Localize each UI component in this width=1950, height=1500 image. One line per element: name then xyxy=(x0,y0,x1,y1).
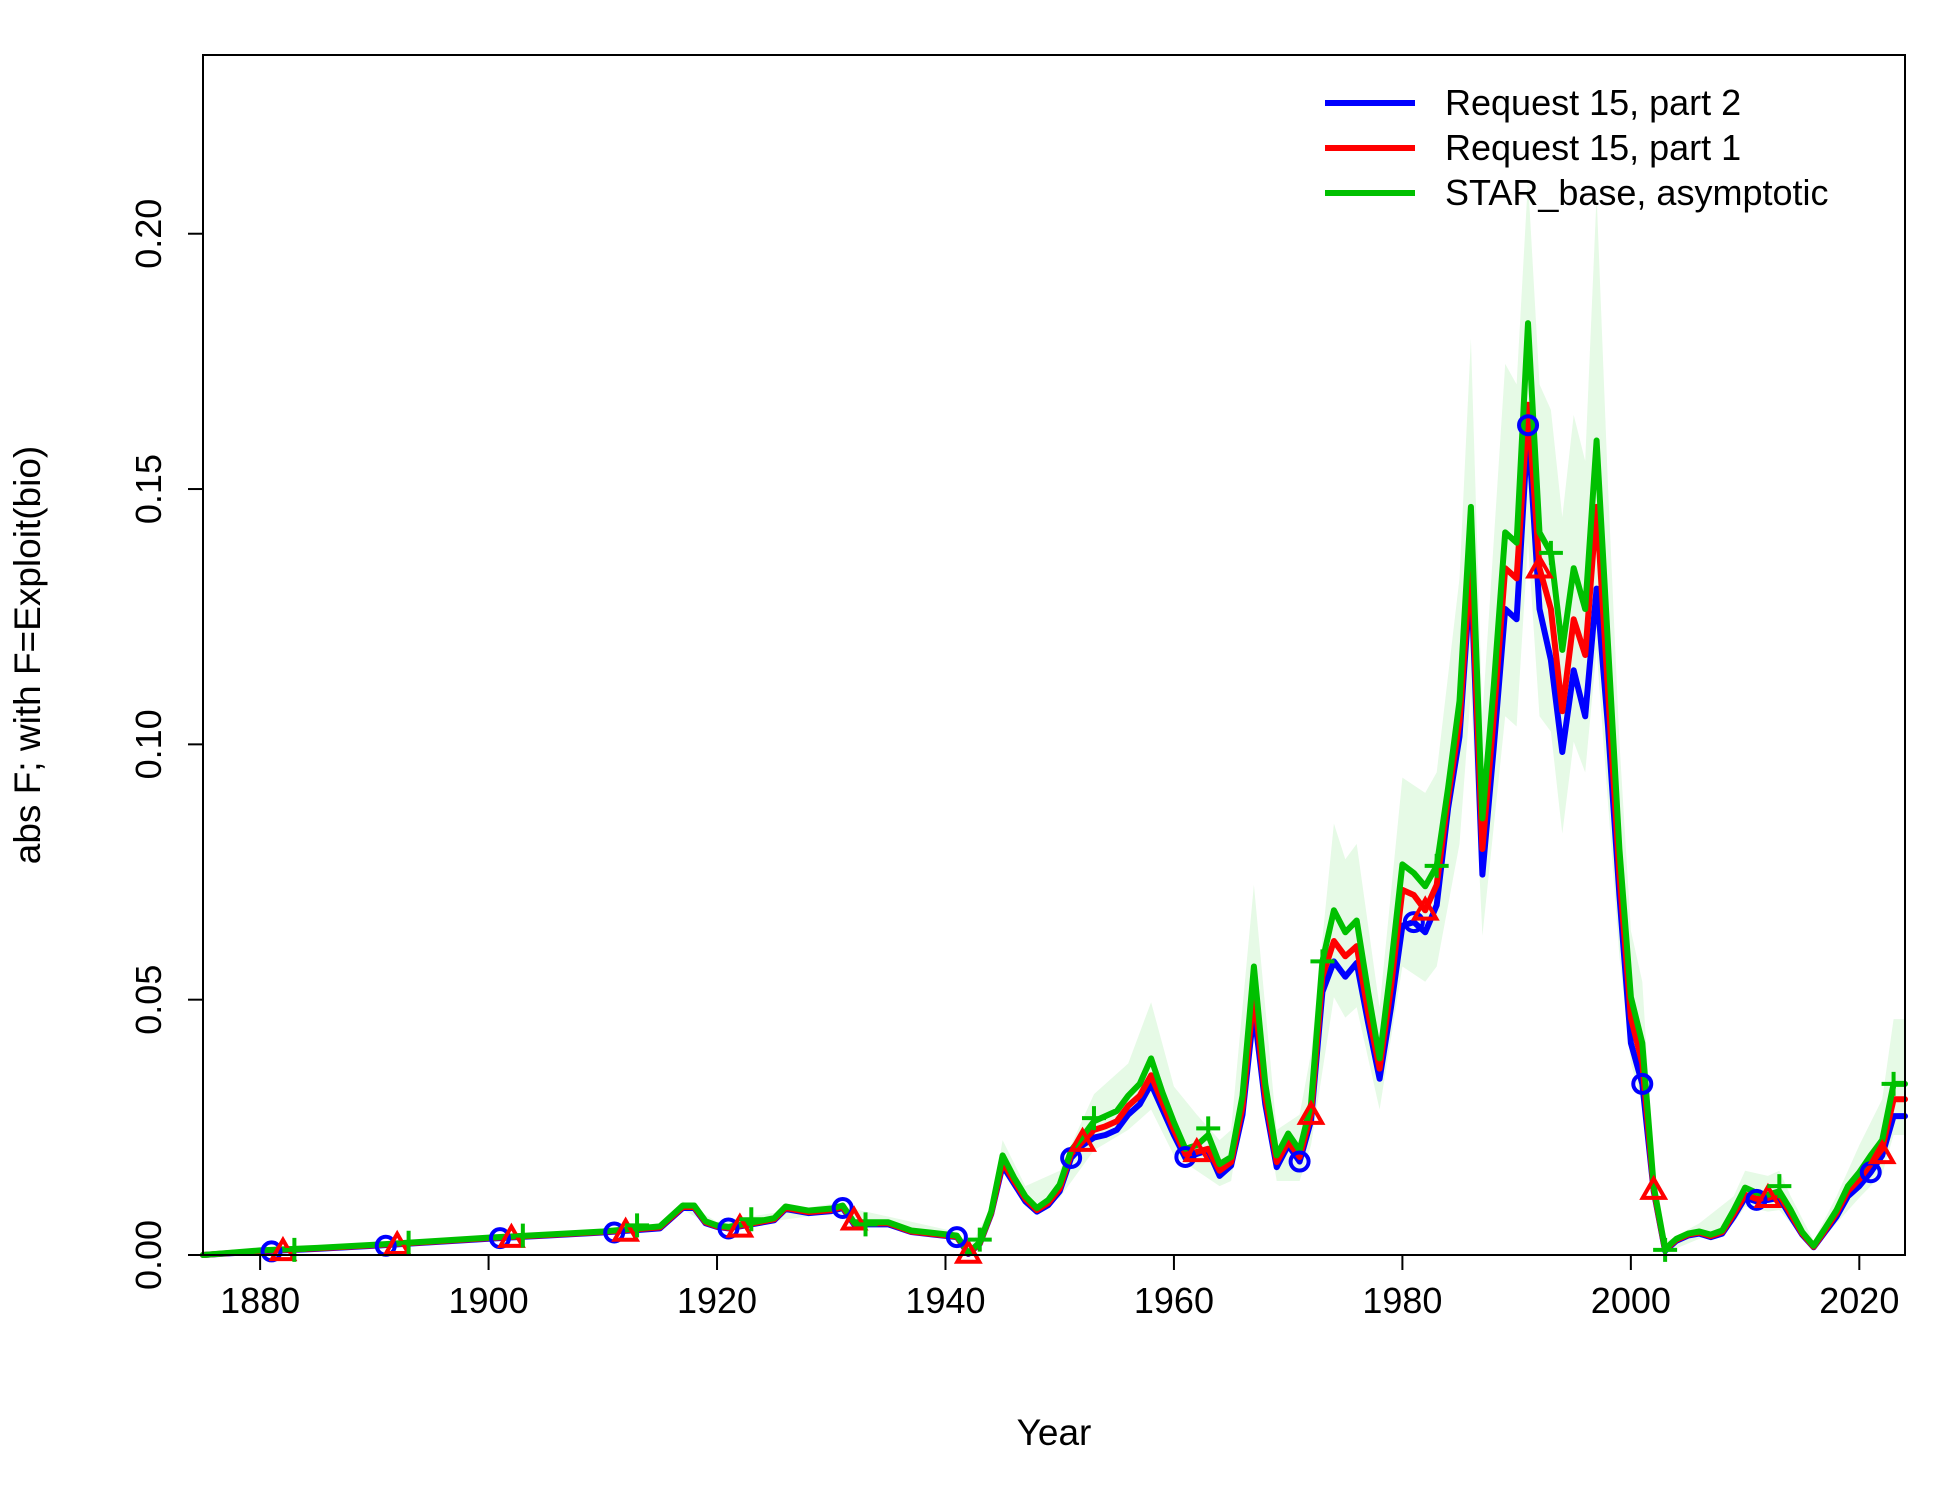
series-lines-layer xyxy=(200,320,1908,1258)
x-tick-label-2: 1900 xyxy=(449,1280,529,1321)
series-3-marker-4 xyxy=(625,1213,650,1238)
x-axis-title: Year xyxy=(1017,1412,1092,1453)
legend-label-3: STAR_base, asymptotic xyxy=(1445,172,1828,213)
legend-label-1: Request 15, part 2 xyxy=(1445,82,1741,123)
series-1-marker-9 xyxy=(1174,1145,1197,1168)
series-1-marker-13 xyxy=(1631,1072,1654,1095)
series-2-marker-13 xyxy=(1639,1174,1669,1200)
series-1-marker-12 xyxy=(1517,414,1540,437)
series-3-marker-5 xyxy=(739,1207,764,1232)
series-2-marker-15 xyxy=(1867,1138,1897,1165)
series-3-marker-6 xyxy=(853,1212,878,1237)
series-1-marker-11 xyxy=(1402,911,1425,934)
y-tick-label-5: 0.20 xyxy=(128,199,169,269)
series-3-marker-9 xyxy=(1196,1116,1221,1141)
series-line-3 xyxy=(200,320,1908,1258)
series-1-marker-7 xyxy=(945,1226,968,1249)
series-3-marker-7 xyxy=(967,1227,992,1252)
series-3-marker-2 xyxy=(396,1230,421,1255)
y-axis-title: abs F; with F=Exploit(bio) xyxy=(7,446,48,864)
x-tick-label-1: 1880 xyxy=(220,1280,300,1321)
series-markers-layer xyxy=(260,414,1906,1264)
series-1-marker-14 xyxy=(1745,1188,1768,1211)
series-3-marker-12 xyxy=(1538,540,1563,565)
y-tick-label-2: 0.05 xyxy=(128,965,169,1035)
series-3-marker-11 xyxy=(1424,853,1449,878)
x-tick-label-3: 1920 xyxy=(677,1280,757,1321)
series-2-marker-12 xyxy=(1525,553,1554,579)
series-2-marker-6 xyxy=(839,1205,869,1231)
series-1-marker-6 xyxy=(831,1197,854,1220)
x-tick-label-5: 1960 xyxy=(1134,1280,1214,1321)
legend-label-2: Request 15, part 1 xyxy=(1445,127,1741,168)
series-3-marker-10 xyxy=(1310,949,1335,974)
y-tick-label-4: 0.15 xyxy=(128,454,169,524)
series-3-marker-8 xyxy=(1081,1106,1106,1131)
y-tick-label-1: 0.00 xyxy=(128,1220,169,1290)
series-3-marker-1 xyxy=(282,1237,307,1262)
series-1-marker-10 xyxy=(1288,1150,1311,1173)
series-3-marker-15 xyxy=(1881,1071,1906,1096)
series-2-marker-10 xyxy=(1296,1099,1326,1125)
x-tick-label-7: 2000 xyxy=(1591,1280,1671,1321)
series-3-marker-14 xyxy=(1767,1174,1792,1199)
series-2-marker-8 xyxy=(1068,1126,1098,1152)
series-2-marker-14 xyxy=(1753,1182,1783,1209)
y-tick-label-3: 0.10 xyxy=(128,709,169,779)
series-2-marker-5 xyxy=(725,1212,755,1238)
series-2-marker-4 xyxy=(611,1216,641,1242)
series-2-marker-7 xyxy=(953,1238,983,1264)
x-tick-label-4: 1940 xyxy=(905,1280,985,1321)
series-3-marker-13 xyxy=(1653,1237,1678,1262)
series-2-marker-9 xyxy=(1182,1136,1212,1163)
x-tick-label-6: 1980 xyxy=(1362,1280,1442,1321)
y-axis: 0.00 0.05 0.10 0.15 0.20 xyxy=(128,199,204,1290)
x-tick-label-8: 2020 xyxy=(1819,1280,1899,1321)
series-3-marker-3 xyxy=(510,1223,535,1248)
series-2-marker-11 xyxy=(1410,895,1440,921)
x-axis: 1880 1900 1920 1940 1960 1980 2000 2020 xyxy=(220,1254,1899,1321)
